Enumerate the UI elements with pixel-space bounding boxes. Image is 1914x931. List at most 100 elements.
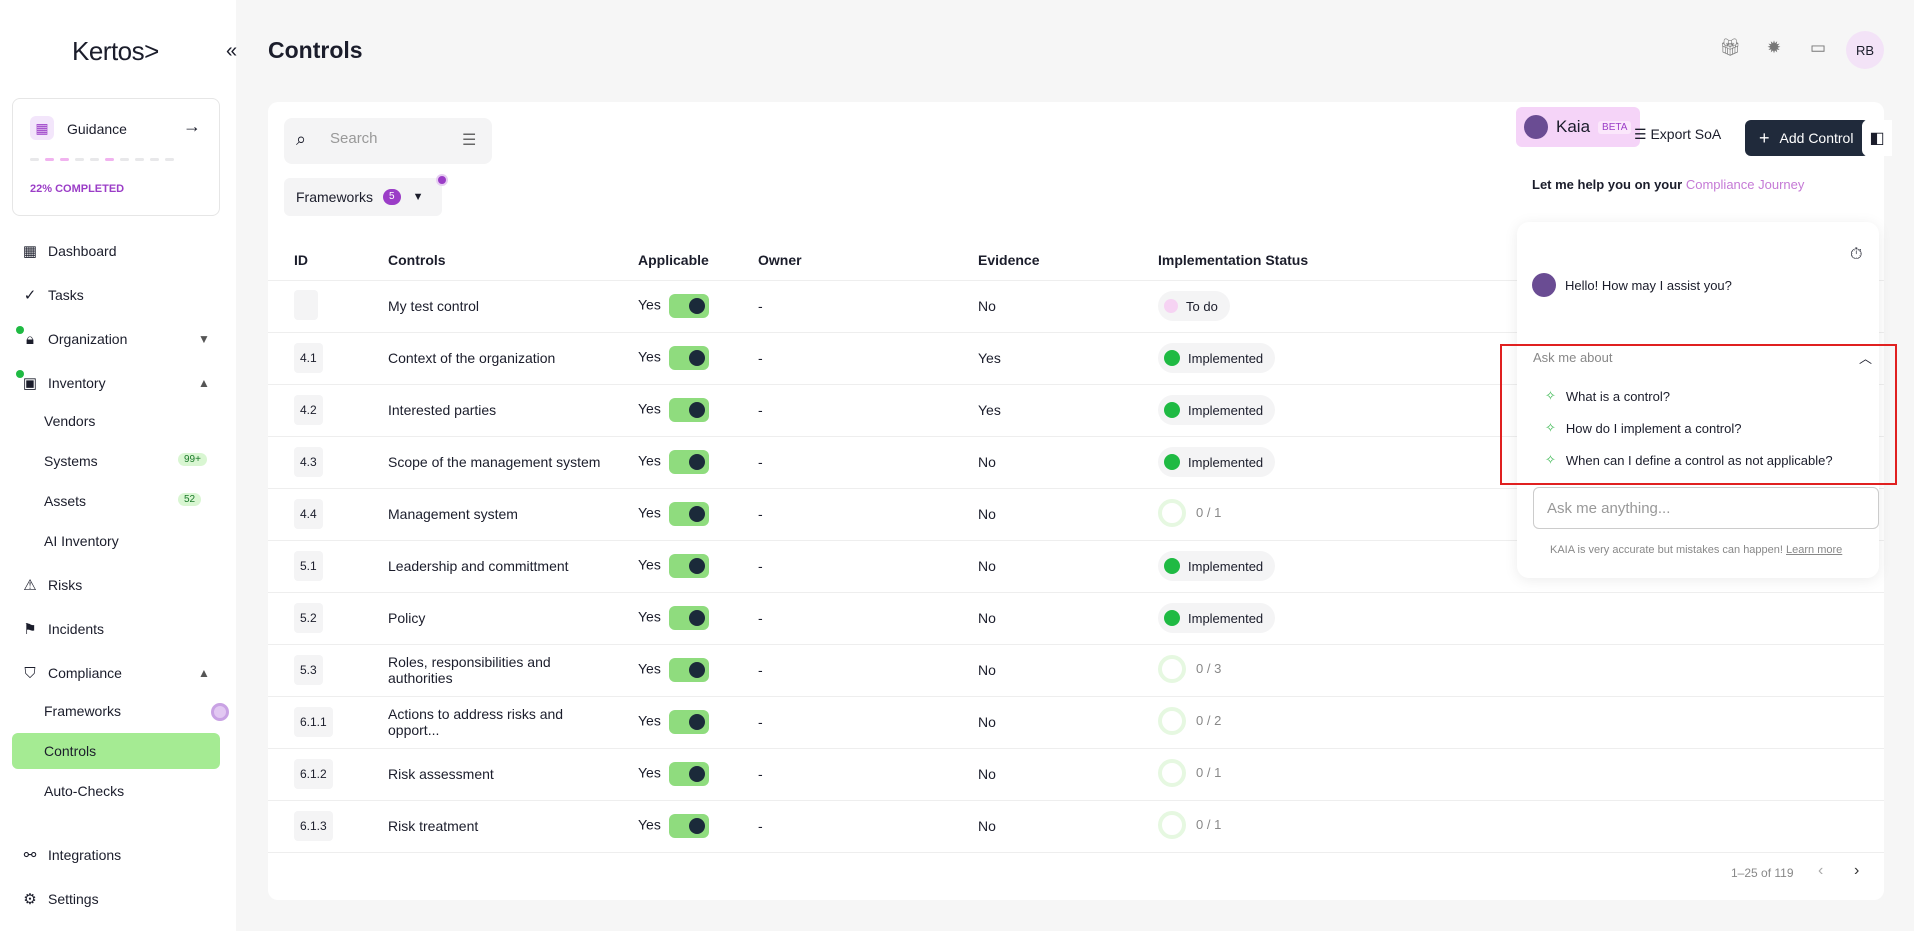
ask-about-label[interactable]: Ask me about (1533, 350, 1613, 365)
status-progress[interactable]: 0 / 1 (1158, 498, 1221, 527)
sidebar-item-systems[interactable]: Systems (44, 453, 98, 469)
status-progress[interactable]: 0 / 3 (1158, 654, 1221, 683)
compliance-journey-link[interactable]: Compliance Journey (1685, 177, 1805, 192)
sidebar-item-auto-checks[interactable]: Auto-Checks (44, 783, 125, 799)
owner-cell[interactable]: - (732, 540, 952, 593)
owner-cell[interactable]: - (732, 644, 952, 697)
control-cell[interactable]: Policy (362, 592, 612, 645)
sidebar-item-frameworks[interactable]: Frameworks (44, 703, 122, 719)
control-cell[interactable]: Interested parties (362, 384, 612, 437)
applicable-toggle[interactable] (668, 606, 709, 630)
status-badge[interactable]: Implemented (1158, 395, 1276, 425)
applicable-toggle[interactable] (668, 346, 709, 370)
applicable-toggle[interactable] (668, 450, 709, 474)
owner-cell[interactable]: - (732, 748, 952, 801)
applicable-toggle[interactable] (668, 710, 709, 734)
column-header[interactable]: ID (268, 240, 362, 281)
owner-cell[interactable]: - (732, 800, 952, 853)
column-header[interactable]: Owner (732, 240, 952, 281)
suggestion-item[interactable]: ✧ What is a control? (1545, 388, 1670, 404)
arrow-right-icon[interactable]: → (183, 116, 201, 136)
collapse-sidebar-icon[interactable]: « (226, 40, 238, 62)
applicable-toggle[interactable] (668, 502, 709, 526)
table-row[interactable]: 5.3 Roles, responsibilities and authoriti… (268, 644, 1884, 697)
kertos-logo[interactable]: Kertos> (72, 36, 159, 66)
panel-toggle-icon[interactable]: ◧ (1862, 120, 1892, 156)
chevron-down-icon[interactable]: ▼ (198, 332, 210, 346)
sidebar-item-risks[interactable]: ⚠︎ Risks (20, 573, 82, 597)
applicable-toggle[interactable] (668, 762, 709, 786)
control-cell[interactable]: My test control (362, 280, 612, 333)
avatar[interactable]: RB (1846, 31, 1884, 69)
table-row[interactable]: 4.4 Management system Yes - No 0 / 1 (268, 488, 1884, 541)
chevron-left-icon[interactable]: ‹ (1818, 862, 1824, 879)
suggestion-item[interactable]: ✧ When can I define a control as not appl… (1545, 452, 1833, 468)
applicable-toggle[interactable] (668, 554, 709, 578)
control-cell[interactable]: Management system (362, 488, 612, 541)
column-header[interactable]: Evidence (952, 240, 1132, 281)
guidance-card[interactable]: ▦ Guidance → 22% COMPLETED (12, 98, 220, 216)
column-header[interactable]: Controls (362, 240, 612, 281)
search-input[interactable] (330, 130, 450, 147)
applicable-toggle[interactable] (668, 398, 709, 422)
kaia-tag[interactable]: Kaia BETA (1516, 107, 1640, 147)
status-progress[interactable]: 0 / 1 (1158, 758, 1221, 787)
control-cell[interactable]: Leadership and committment (362, 540, 612, 593)
gift-icon[interactable]: 🎁︎ (1719, 38, 1741, 57)
control-cell[interactable]: Context of the organization (362, 332, 612, 385)
chevron-up-icon[interactable]: ▲ (198, 666, 210, 680)
learn-more-link[interactable]: Learn more (1786, 544, 1843, 556)
frameworks-filter[interactable]: Frameworks 5 ▼ (284, 178, 442, 216)
ask-input[interactable] (1533, 487, 1879, 529)
table-row[interactable]: 6.1.2 Risk assessment Yes - No 0 / 1 (268, 748, 1884, 801)
owner-cell[interactable]: - (732, 384, 952, 437)
status-badge[interactable]: Implemented (1158, 551, 1276, 581)
control-cell[interactable]: Roles, responsibilities and authorities (362, 644, 612, 697)
sidebar-item-inventory[interactable]: ▣ Inventory (16, 370, 106, 395)
owner-cell[interactable]: - (732, 332, 952, 385)
status-badge[interactable]: Implemented (1158, 447, 1276, 477)
sidebar-item-settings[interactable]: ⚙ Settings (20, 887, 98, 911)
chevron-up-icon[interactable]: ︿ (1859, 351, 1873, 366)
status-badge[interactable]: Implemented (1158, 603, 1276, 633)
applicable-toggle[interactable] (668, 294, 709, 318)
suggestion-item[interactable]: ✧ How do I implement a control? (1545, 420, 1742, 436)
bug-icon[interactable]: ✹ (1766, 38, 1782, 57)
sidebar-item-organization[interactable]: 🔒︎ Organization (16, 326, 127, 351)
control-cell[interactable]: Risk assessment (362, 748, 612, 801)
sidebar-item-ai-inventory[interactable]: AI Inventory (44, 533, 119, 549)
control-cell[interactable]: Actions to address risks and opport... (362, 696, 612, 749)
owner-cell[interactable]: - (732, 280, 952, 333)
control-cell[interactable]: Scope of the management system (362, 436, 612, 489)
add-control-button[interactable]: + Add Control (1745, 120, 1869, 156)
table-row[interactable]: 5.2 Policy Yes - No Implemented (268, 592, 1884, 645)
export-soa-button[interactable]: ☰ Export SoA (1634, 126, 1721, 143)
sidebar-item-vendors[interactable]: Vendors (44, 413, 96, 429)
sidebar-item-compliance[interactable]: ⛉ Compliance (20, 661, 122, 685)
sidebar-item-incidents[interactable]: ⚑ Incidents (20, 617, 104, 641)
chat-icon[interactable]: ▭ (1809, 38, 1827, 57)
sidebar-item-assets[interactable]: Assets (44, 493, 87, 509)
owner-cell[interactable]: - (732, 488, 952, 541)
table-row[interactable]: 6.1.3 Risk treatment Yes - No 0 / 1 (268, 800, 1884, 853)
column-header[interactable]: Applicable (612, 240, 732, 281)
status-badge[interactable]: To do (1158, 291, 1230, 321)
sidebar-item-integrations[interactable]: ⚯ Integrations (20, 843, 121, 867)
control-cell[interactable]: Risk treatment (362, 800, 612, 853)
applicable-toggle[interactable] (668, 814, 709, 838)
table-row[interactable]: 4.2 Interested parties Yes - Yes Implemented (268, 384, 1884, 437)
sidebar-item-tasks[interactable]: ✓ Tasks (20, 283, 84, 307)
table-row[interactable]: 4.3 Scope of the management system Yes - No I… (268, 436, 1884, 489)
status-progress[interactable]: 0 / 1 (1158, 810, 1221, 839)
table-row[interactable]: My test control Yes - No To do (268, 280, 1884, 333)
owner-cell[interactable]: - (732, 696, 952, 749)
filter-icon[interactable]: ☰ (462, 132, 477, 149)
sidebar-item-dashboard[interactable]: ▦ Dashboard (20, 239, 117, 263)
owner-cell[interactable]: - (732, 436, 952, 489)
owner-cell[interactable]: - (732, 592, 952, 645)
applicable-toggle[interactable] (668, 658, 709, 682)
timer-icon[interactable]: ⏱︎ (1850, 246, 1863, 263)
sidebar-item-controls[interactable]: Controls (44, 743, 97, 759)
chevron-right-icon[interactable]: › (1854, 862, 1860, 879)
status-badge[interactable]: Implemented (1158, 343, 1276, 373)
